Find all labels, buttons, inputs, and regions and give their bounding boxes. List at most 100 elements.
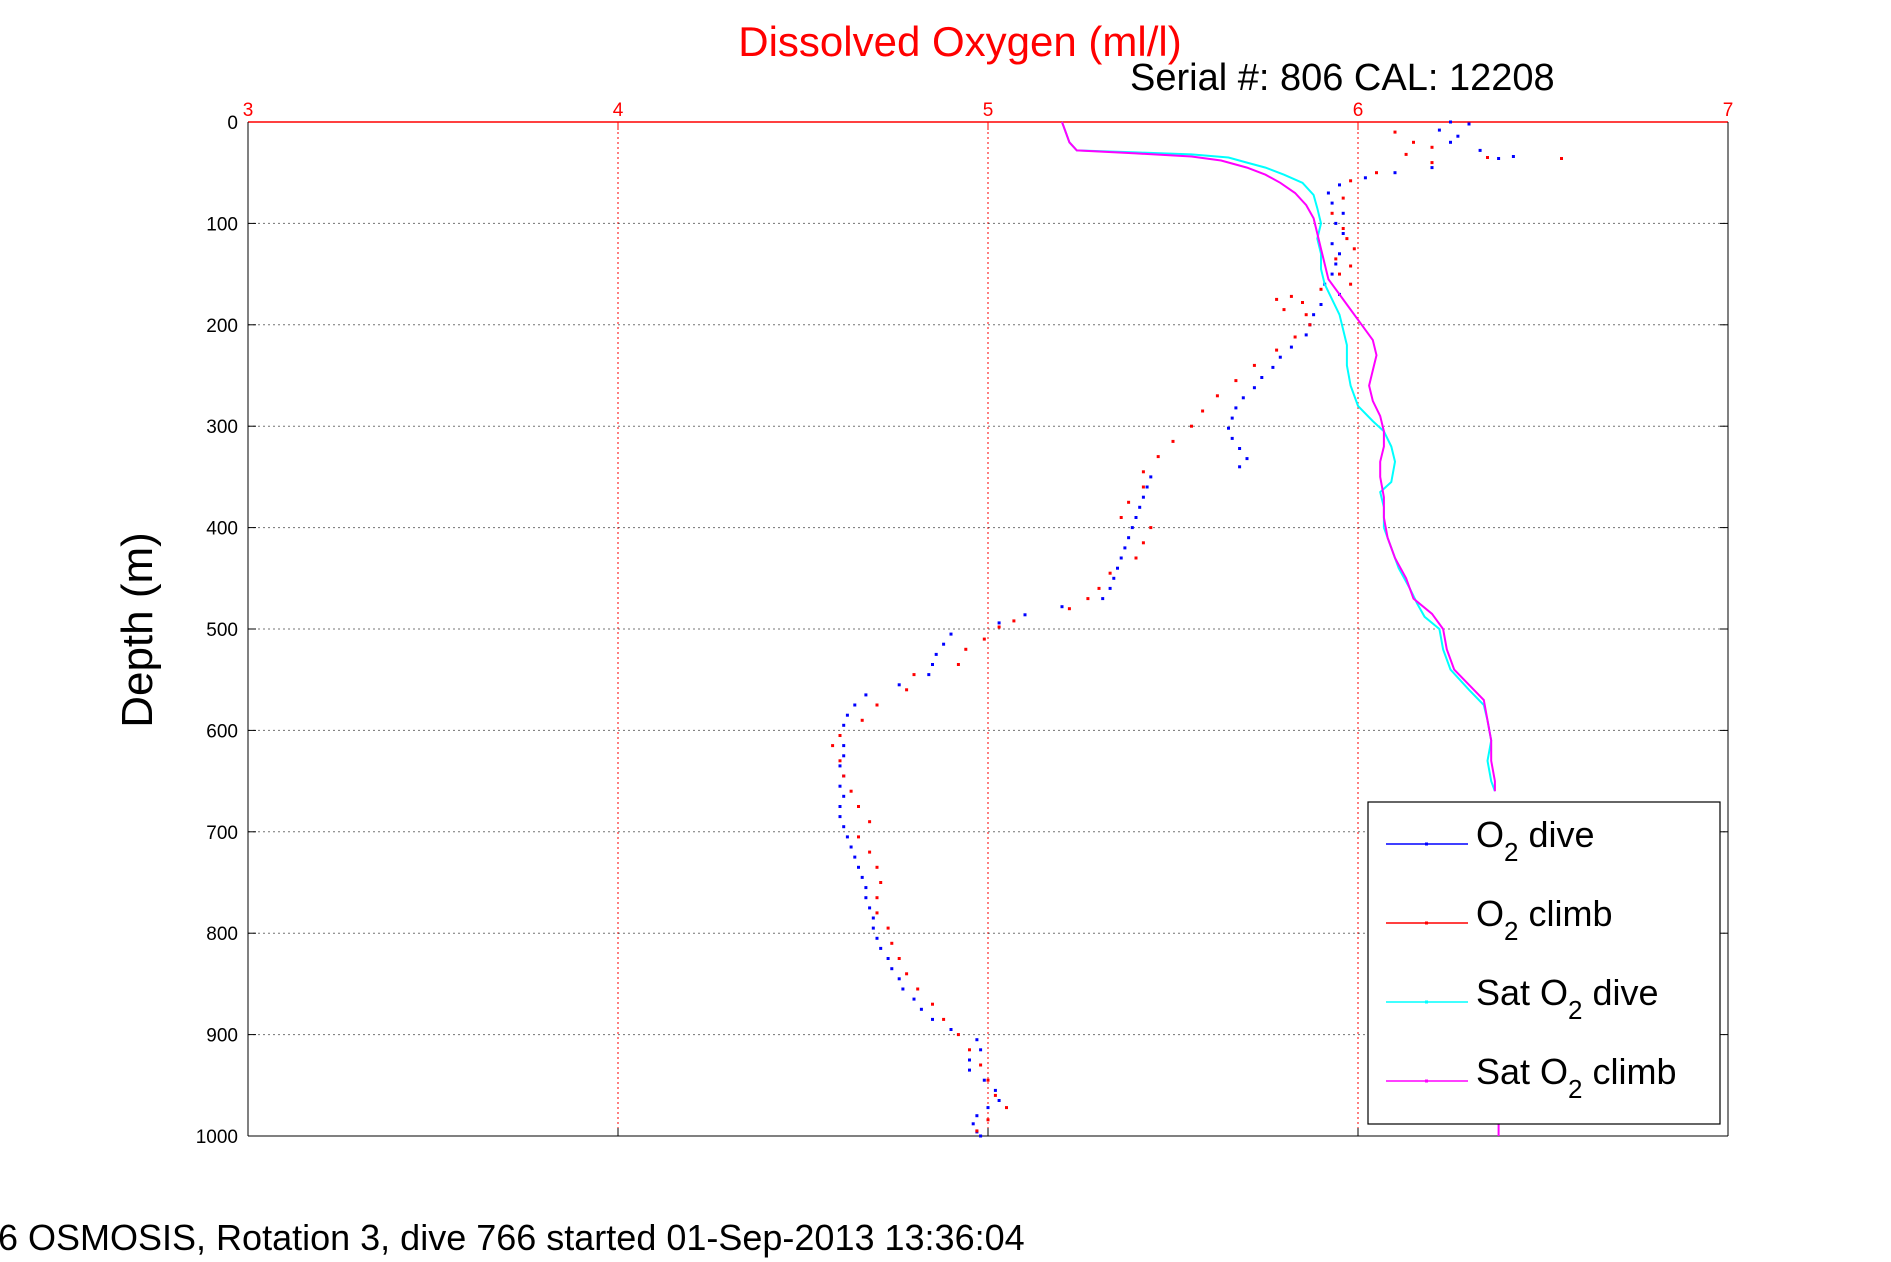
data-point	[845, 713, 849, 717]
data-point	[1319, 287, 1323, 291]
data-point	[849, 789, 853, 793]
legend-entry: O2 dive	[1476, 814, 1595, 867]
data-point	[1141, 495, 1145, 499]
data-point	[964, 647, 968, 651]
data-point	[1086, 597, 1090, 601]
data-point	[927, 673, 931, 677]
data-point	[868, 850, 872, 854]
data-point	[868, 906, 872, 910]
data-point	[997, 621, 1001, 625]
data-point	[1123, 546, 1127, 550]
data-point	[968, 1058, 971, 1062]
data-point	[845, 835, 849, 839]
data-point	[979, 1063, 983, 1067]
data-point	[1289, 294, 1293, 298]
data-point	[901, 987, 905, 991]
data-point	[986, 1118, 990, 1122]
serial-cal-label: Serial #: 806 CAL: 12208	[1130, 57, 1555, 99]
data-point	[1334, 257, 1338, 261]
data-point	[1119, 516, 1123, 519]
legend-entry: Sat O2 dive	[1476, 972, 1659, 1025]
data-point	[1334, 221, 1338, 225]
data-point	[875, 703, 879, 707]
data-point	[934, 652, 938, 656]
data-point	[857, 835, 860, 839]
data-point	[1067, 607, 1071, 611]
data-point	[1230, 416, 1234, 420]
data-point	[905, 972, 909, 976]
chart-title: Dissolved Oxygen (ml/l)	[738, 18, 1181, 65]
data-point	[1149, 475, 1153, 479]
data-point	[975, 1114, 979, 1118]
data-point	[1245, 457, 1249, 461]
data-point	[842, 723, 846, 727]
data-point	[931, 1017, 934, 1021]
data-point	[897, 683, 901, 687]
data-point	[1201, 409, 1205, 413]
data-point	[1349, 179, 1353, 183]
data-point	[1141, 541, 1145, 545]
data-point	[968, 1048, 971, 1052]
data-point	[982, 1078, 986, 1082]
data-point	[1108, 586, 1112, 590]
data-point	[931, 663, 934, 666]
data-point	[949, 632, 953, 636]
data-point	[1275, 297, 1279, 301]
data-point	[993, 1093, 997, 1097]
data-point	[842, 794, 846, 798]
data-point	[1437, 128, 1441, 132]
data-point	[1330, 201, 1334, 205]
data-point	[853, 855, 857, 859]
data-point	[838, 784, 842, 788]
data-point	[942, 1017, 946, 1021]
y-tick-label: 600	[206, 721, 238, 742]
data-point	[1097, 586, 1101, 590]
data-point	[890, 941, 894, 945]
data-point	[975, 1129, 979, 1133]
data-point	[1241, 396, 1245, 400]
data-point	[1012, 619, 1016, 623]
data-point	[1278, 355, 1282, 359]
data-point	[1560, 157, 1563, 160]
data-point	[1338, 252, 1341, 256]
data-point	[838, 734, 842, 737]
y-tick-label: 300	[206, 417, 238, 438]
footer-caption: 6 OSMOSIS, Rotation 3, dive 766 started …	[0, 1217, 1025, 1258]
y-tick-label: 100	[206, 214, 238, 235]
data-point	[1349, 264, 1353, 268]
data-point	[875, 936, 879, 940]
data-point	[1345, 237, 1349, 241]
data-point	[1134, 556, 1138, 560]
data-point	[838, 764, 842, 768]
data-point	[1308, 323, 1312, 327]
data-point	[1190, 424, 1193, 428]
x-tick-label: 6	[1353, 100, 1364, 121]
data-point	[1478, 148, 1482, 152]
data-point	[1149, 526, 1153, 530]
data-point	[1238, 447, 1242, 450]
series-line-sat-o2-dive	[1061, 121, 1496, 792]
data-point	[857, 805, 860, 808]
data-point	[1252, 363, 1256, 367]
data-point	[997, 625, 1001, 629]
legend-entry: O2 climb	[1476, 893, 1613, 946]
data-point	[1119, 556, 1123, 560]
data-point	[1486, 156, 1489, 159]
data-point	[1230, 436, 1234, 440]
data-point	[971, 1122, 975, 1126]
data-point	[1330, 211, 1334, 215]
data-point	[1430, 161, 1434, 165]
data-point	[1412, 140, 1415, 144]
legend-swatch-marker	[1425, 921, 1428, 925]
data-point	[1449, 120, 1452, 124]
data-point	[864, 896, 868, 900]
y-tick-label: 0	[227, 113, 238, 134]
data-point	[956, 1033, 960, 1037]
data-point	[842, 744, 846, 748]
data-point	[868, 820, 872, 824]
y-tick-label: 700	[206, 823, 238, 844]
legend-entry: Sat O2 climb	[1476, 1051, 1677, 1104]
data-point	[890, 967, 894, 971]
legend: O2 dive O2 climb Sat O2 dive Sat O2 climb	[1367, 801, 1721, 1125]
data-point	[1275, 348, 1279, 352]
